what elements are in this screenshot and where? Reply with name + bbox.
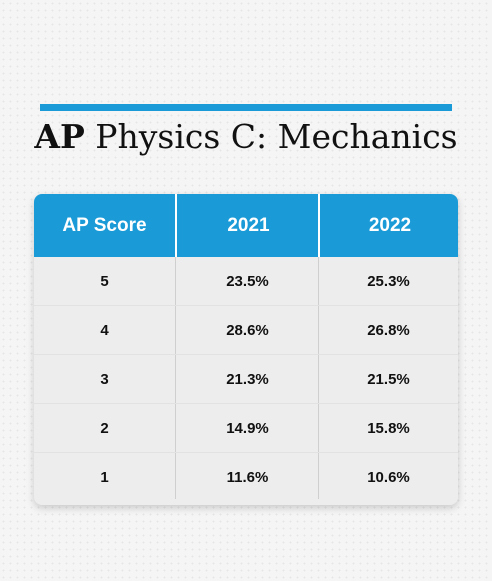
cell-2021: 21.3% (226, 371, 269, 388)
header-2021: 2021 (175, 194, 320, 257)
header-2022: 2022 (318, 194, 458, 257)
header-score: AP Score (62, 215, 147, 236)
column-divider (175, 257, 176, 499)
cell-2022: 15.8% (367, 420, 410, 437)
table-row: 5 23.5% 25.3% (34, 257, 458, 306)
row-divider (34, 452, 458, 453)
cell-score: 2 (100, 420, 109, 437)
title-bold: AP (34, 117, 85, 156)
table-row: 4 28.6% 26.8% (34, 306, 458, 355)
score-table: AP Score 2021 2022 5 23.5% 25.3% 4 28.6%… (34, 194, 458, 505)
row-divider (34, 403, 458, 404)
table-header: AP Score 2021 2022 (34, 194, 458, 257)
title-rest: Physics C: Mechanics (84, 117, 458, 156)
table-row: 1 11.6% 10.6% (34, 453, 458, 502)
cell-2022: 26.8% (367, 322, 410, 339)
cell-2021: 14.9% (226, 420, 269, 437)
cell-score: 3 (100, 371, 109, 388)
row-divider (34, 305, 458, 306)
cell-2021: 11.6% (226, 469, 269, 486)
cell-2021: 28.6% (226, 322, 269, 339)
cell-2022: 10.6% (367, 469, 410, 486)
cell-2022: 21.5% (367, 371, 410, 388)
cell-score: 5 (100, 273, 109, 290)
cell-2022: 25.3% (367, 273, 410, 290)
table-row: 3 21.3% 21.5% (34, 355, 458, 404)
cell-score: 1 (100, 469, 109, 486)
column-divider (318, 257, 319, 499)
row-divider (34, 354, 458, 355)
table-row: 2 14.9% 15.8% (34, 404, 458, 453)
cell-2021: 23.5% (226, 273, 269, 290)
cell-score: 4 (100, 322, 109, 339)
title-rule (40, 104, 452, 111)
page-title: AP Physics C: Mechanics (0, 114, 492, 160)
